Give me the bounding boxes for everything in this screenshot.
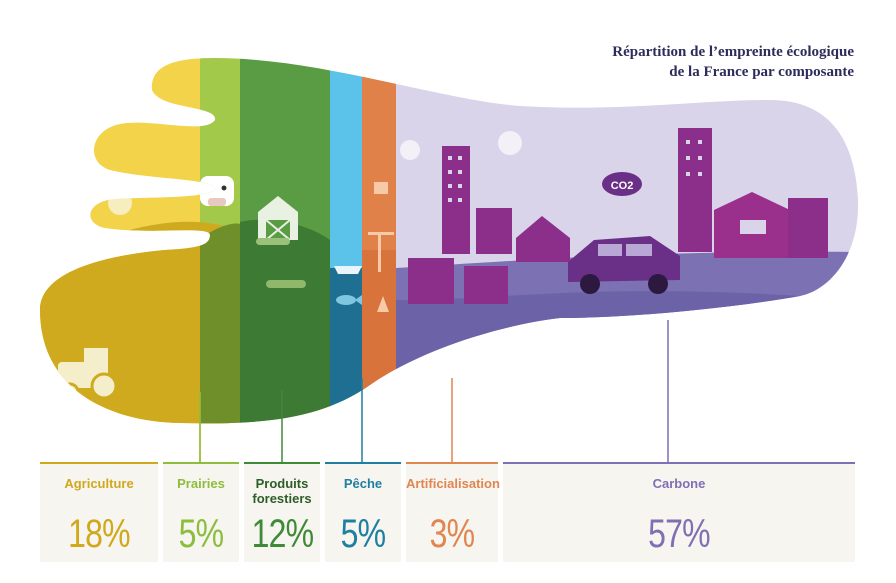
value-label: 5% (340, 512, 386, 556)
hill-prairies (200, 223, 240, 424)
sun-icon (498, 131, 522, 155)
co2-label: CO2 (611, 180, 634, 192)
boat-icon (334, 266, 362, 274)
log-icon (256, 238, 306, 288)
leader-lines (199, 320, 669, 462)
legend-card-2: Produits forestiers 12% (244, 462, 320, 562)
sun-icon (400, 140, 420, 160)
category-label: Carbone (652, 476, 706, 491)
chart-title: Répartition de l’empreinte écologique de… (612, 42, 854, 82)
legend-card-1: Prairies 5% (163, 462, 239, 562)
legend-card-4: Artificialisation 3% (406, 462, 500, 562)
co2-cloud-icon: CO2 (602, 172, 642, 196)
hill-forest (240, 219, 330, 424)
value-label: 5% (178, 512, 224, 556)
chart-title-line1: Répartition de l’empreinte écologique (612, 44, 854, 60)
road-carbone (396, 291, 859, 424)
category-label: Prairies (177, 476, 225, 491)
category-label: Artificialisation (406, 476, 500, 491)
value-label: 57% (648, 512, 710, 556)
category-label: Pêche (343, 476, 383, 491)
fish-icon (336, 295, 362, 305)
ground-artificialisation (362, 250, 396, 424)
barn-icon (258, 196, 298, 241)
cone-icon (377, 296, 389, 312)
value-label: 18% (68, 512, 130, 556)
car-icon (568, 236, 680, 294)
building-icon (408, 128, 828, 304)
crane-icon (368, 182, 394, 272)
legend-card-0: Agriculture 18% (40, 462, 158, 562)
category-label: Agriculture (64, 476, 134, 491)
value-label: 12% (251, 512, 314, 556)
cow-icon (200, 176, 234, 206)
chart-title-line2: de la France par composante (669, 64, 854, 80)
value-label: 3% (429, 512, 475, 556)
legend-card-3: Pêche 5% (325, 462, 401, 562)
hill-agriculture (40, 221, 230, 424)
category-label: Produits forestiers (252, 476, 312, 506)
footprint-illustration: CO2 (40, 58, 859, 462)
legend-card-5: Carbone 57% (503, 462, 855, 562)
sun-icon (108, 191, 132, 215)
